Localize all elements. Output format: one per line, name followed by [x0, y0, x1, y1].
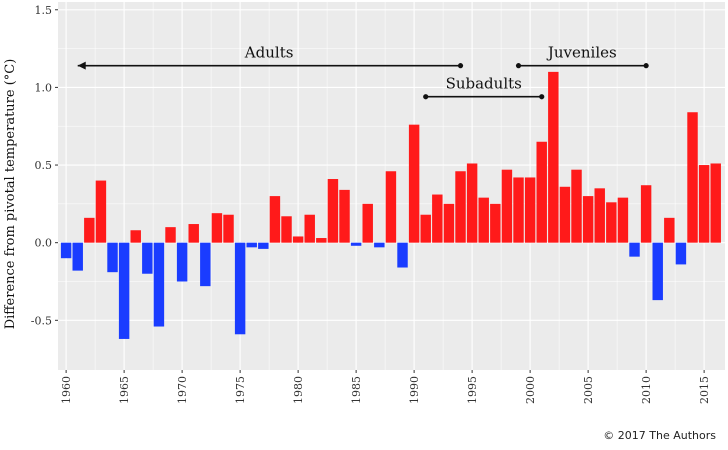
bar-1961 [72, 242, 83, 271]
bar-2003 [559, 186, 571, 243]
bar-1994 [455, 171, 466, 243]
bar-1980 [292, 236, 304, 243]
bar-2010 [640, 185, 652, 243]
bar-1985 [350, 242, 362, 246]
bar-1968 [153, 242, 165, 327]
y-tick-label: 0.5 [35, 159, 53, 172]
y-axis-ticks: -0.5 0.0 0.5 1.0 1.5 [31, 4, 58, 327]
y-tick-label: 1.0 [35, 81, 53, 94]
x-tick-label: 1970 [176, 376, 189, 404]
bar-2016 [710, 163, 721, 243]
bar-2007 [606, 202, 617, 243]
bar-1962 [84, 217, 95, 243]
bar-1997 [490, 203, 501, 243]
annotations: Adults Subadults Juveniles [77, 44, 649, 100]
bar-2000 [524, 177, 536, 243]
x-tick-label: 2015 [698, 376, 711, 404]
subadults-end-dot [539, 94, 545, 100]
adults-end-dot [457, 63, 464, 69]
juveniles-end-dot [643, 63, 649, 69]
x-tick-label: 1990 [408, 376, 421, 404]
bar-1981 [304, 214, 315, 243]
bar-1970 [176, 242, 188, 282]
bar-2006 [594, 188, 605, 243]
bar-1977 [258, 242, 269, 249]
bar-1996 [478, 197, 489, 243]
bar-1969 [165, 227, 176, 243]
bar-1965 [118, 242, 130, 339]
bar-1992 [432, 194, 443, 243]
x-axis-ticks: 1960 1965 1970 1975 1980 1985 1990 1995 2000 2005… [60, 370, 711, 404]
y-axis-label: Difference from pivotal temperature (°C) [3, 59, 18, 330]
bar-2013 [675, 242, 687, 265]
bar-1979 [281, 216, 292, 243]
bar-1999 [513, 177, 524, 243]
bar-1990 [408, 124, 420, 243]
bar-1982 [316, 238, 327, 243]
bar-1972 [200, 242, 211, 287]
x-tick-label: 1960 [60, 376, 73, 404]
subadults-start-dot [423, 94, 429, 100]
bar-2002 [548, 71, 559, 243]
bar-1984 [339, 189, 350, 243]
bar-1966 [130, 230, 141, 243]
bar-2009 [629, 242, 640, 257]
bar-2011 [652, 242, 663, 301]
x-tick-label: 2005 [582, 376, 595, 404]
bars [60, 71, 721, 339]
y-tick-label: 1.5 [35, 4, 53, 17]
bar-1978 [269, 196, 281, 243]
bar-1967 [142, 242, 153, 274]
bar-1964 [107, 242, 118, 273]
x-tick-label: 2000 [524, 376, 537, 404]
bar-1991 [420, 214, 431, 243]
x-tick-label: 1980 [292, 376, 305, 404]
bar-1987 [374, 242, 385, 248]
bar-1976 [246, 242, 257, 248]
adults-label: Adults [244, 44, 294, 62]
x-tick-label: 1995 [466, 376, 479, 404]
x-tick-label: 1975 [234, 376, 247, 404]
juveniles-label: Juveniles [546, 44, 617, 62]
bar-2004 [571, 169, 582, 243]
subadults-label: Subadults [446, 75, 522, 93]
bar-1974 [223, 214, 234, 243]
x-tick-label: 1965 [118, 376, 131, 404]
bar-1975 [234, 242, 246, 335]
bar-2014 [687, 112, 698, 243]
bar-1986 [362, 203, 373, 243]
y-tick-label: 0.0 [35, 237, 53, 250]
adults-arrowhead [77, 61, 86, 70]
bar-1995 [466, 163, 478, 243]
bar-1971 [188, 224, 199, 243]
bar-2008 [617, 197, 629, 243]
bar-2015 [698, 165, 710, 243]
copyright-notice: © 2017 The Authors [603, 429, 716, 442]
bar-1963 [95, 180, 107, 243]
juveniles-start-dot [515, 63, 522, 69]
bar-1973 [211, 213, 223, 243]
bar-1960 [60, 242, 72, 259]
bar-1983 [327, 179, 339, 243]
bar-1998 [501, 169, 513, 243]
bar-1989 [397, 242, 408, 268]
x-tick-label: 1985 [350, 376, 363, 404]
bar-2001 [536, 141, 547, 243]
x-tick-label: 2010 [640, 376, 653, 404]
bar-2012 [664, 217, 675, 243]
bar-2005 [582, 196, 594, 243]
bar-1993 [443, 203, 455, 243]
bar-1988 [385, 171, 397, 243]
y-tick-label: -0.5 [31, 314, 52, 327]
